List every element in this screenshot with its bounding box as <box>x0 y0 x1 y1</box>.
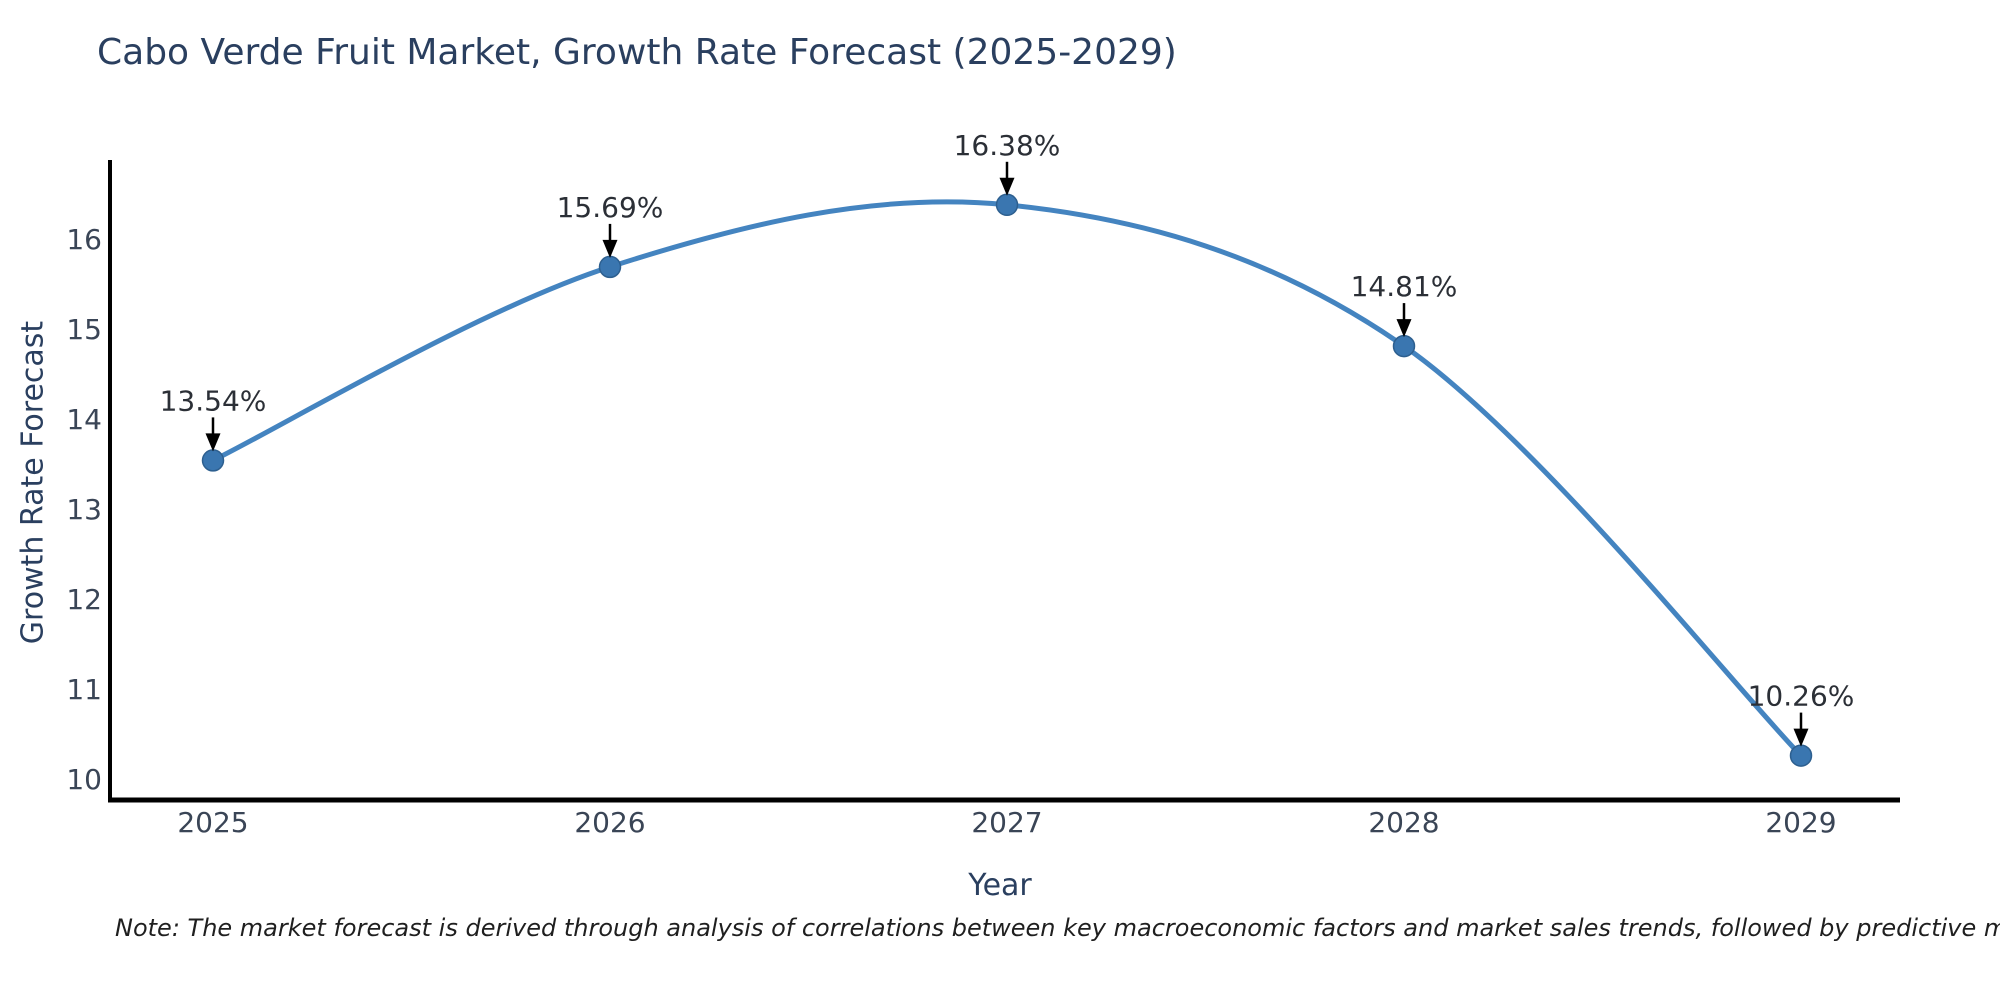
annotation-arrow-head <box>205 433 221 452</box>
x-axis-title: Year <box>968 868 1032 903</box>
data-point-marker <box>1789 744 1813 767</box>
y-axis-title: Growth Rate Forecast <box>15 320 51 645</box>
point-annotation: 15.69% <box>557 191 664 224</box>
data-point-marker <box>1392 334 1416 358</box>
y-tick-label: 13 <box>66 493 102 526</box>
point-annotation: 10.26% <box>1748 680 1855 713</box>
data-point-marker <box>598 255 622 279</box>
y-tick-label: 12 <box>66 583 102 616</box>
annotation-arrow-head <box>999 177 1015 196</box>
y-tick-label: 16 <box>66 223 102 256</box>
y-tick-label: 14 <box>66 403 102 436</box>
annotation-arrow-head <box>602 239 618 258</box>
chart-title: Cabo Verde Fruit Market, Growth Rate For… <box>97 32 1177 73</box>
data-point-marker <box>201 449 225 472</box>
x-tick-label: 2025 <box>177 806 248 839</box>
data-point-marker <box>995 193 1019 217</box>
y-tick-label: 10 <box>66 763 102 796</box>
point-annotation: 16.38% <box>954 129 1061 162</box>
y-tick-label: 15 <box>66 313 102 346</box>
forecast-line <box>210 199 1804 759</box>
x-tick-label: 2028 <box>1368 806 1439 839</box>
x-tick-label: 2027 <box>971 806 1042 839</box>
y-tick-label: 11 <box>66 673 102 706</box>
x-tick-label: 2026 <box>574 806 645 839</box>
x-tick-label: 2029 <box>1765 806 1836 839</box>
annotation-arrow-head <box>1793 728 1809 747</box>
point-annotation: 13.54% <box>160 384 267 417</box>
annotation-arrow-head <box>1396 319 1412 338</box>
point-annotation: 14.81% <box>1351 270 1458 303</box>
footnote: Note: The market forecast is derived thr… <box>115 914 2000 942</box>
